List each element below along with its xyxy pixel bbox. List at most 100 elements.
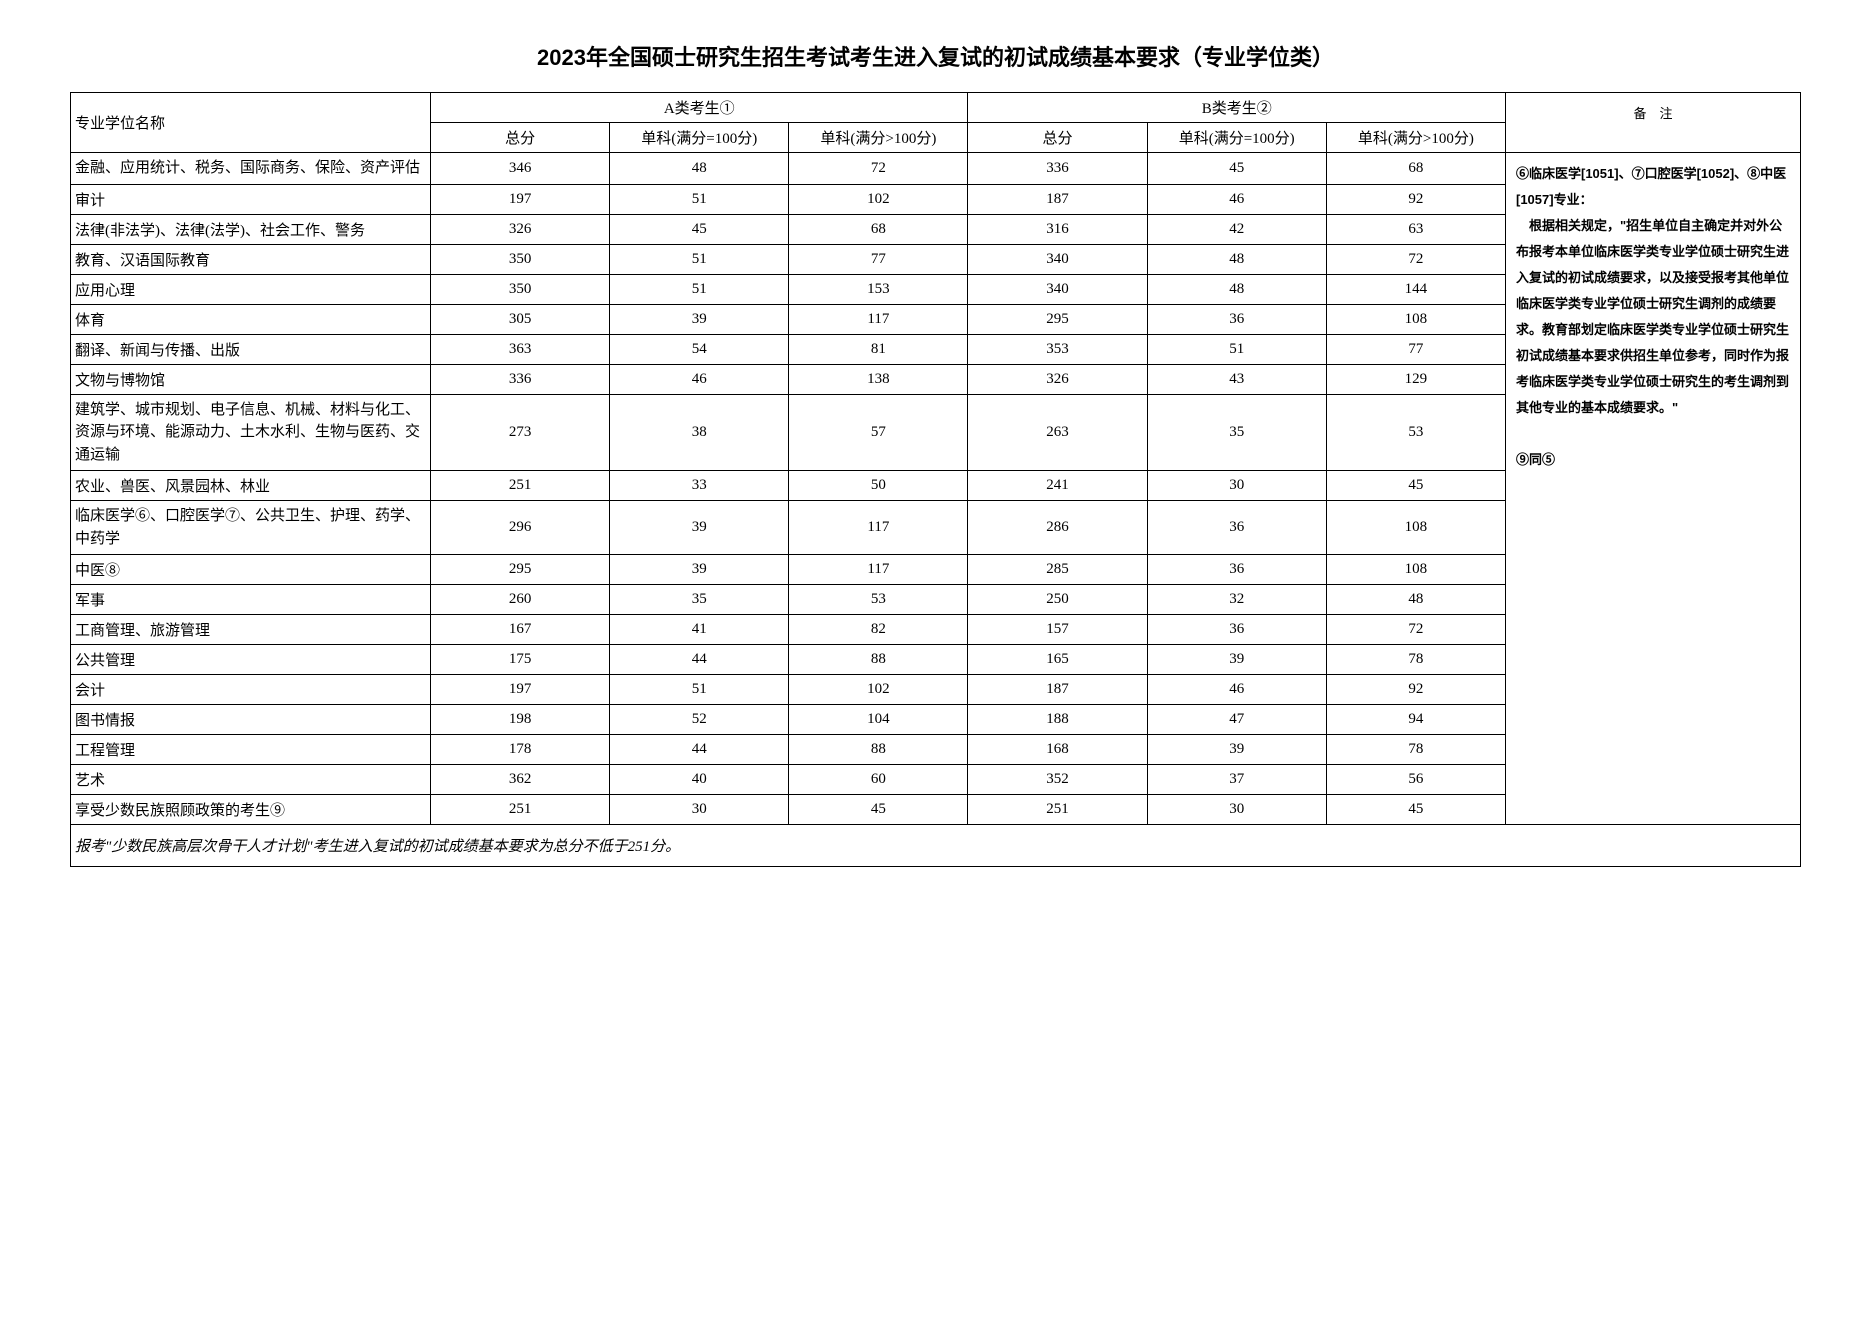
a-total-cell: 295 [431, 555, 610, 585]
a-s2-cell: 117 [789, 501, 968, 555]
a-s2-cell: 117 [789, 555, 968, 585]
b-s2-cell: 92 [1326, 675, 1505, 705]
b-s1-cell: 51 [1147, 334, 1326, 364]
table-row: 金融、应用统计、税务、国际商务、保险、资产评估 346 48 72 336 45… [71, 153, 1801, 185]
header-b-s1: 单科(满分=100分) [1147, 123, 1326, 153]
a-s2-cell: 88 [789, 645, 968, 675]
header-b-total: 总分 [968, 123, 1147, 153]
major-name-cell: 公共管理 [71, 645, 431, 675]
header-category-b: B类考生② [968, 93, 1506, 123]
a-total-cell: 197 [431, 184, 610, 214]
a-total-cell: 273 [431, 394, 610, 471]
a-s2-cell: 104 [789, 705, 968, 735]
b-total-cell: 326 [968, 364, 1147, 394]
b-s2-cell: 72 [1326, 615, 1505, 645]
b-s2-cell: 108 [1326, 501, 1505, 555]
a-total-cell: 336 [431, 364, 610, 394]
a-total-cell: 362 [431, 765, 610, 795]
b-total-cell: 316 [968, 214, 1147, 244]
a-total-cell: 197 [431, 675, 610, 705]
a-s2-cell: 81 [789, 334, 968, 364]
score-table: 专业学位名称 A类考生① B类考生② 备 注 总分 单科(满分=100分) 单科… [70, 92, 1801, 867]
b-total-cell: 188 [968, 705, 1147, 735]
b-s2-cell: 129 [1326, 364, 1505, 394]
remark-cell: ⑥临床医学[1051]、⑦口腔医学[1052]、⑧中医[1057]专业： 根据相… [1506, 153, 1801, 825]
b-total-cell: 340 [968, 244, 1147, 274]
b-s1-cell: 30 [1147, 795, 1326, 825]
major-name-cell: 应用心理 [71, 274, 431, 304]
b-s2-cell: 94 [1326, 705, 1505, 735]
b-s1-cell: 47 [1147, 705, 1326, 735]
header-b-s2: 单科(满分>100分) [1326, 123, 1505, 153]
a-s1-cell: 54 [610, 334, 789, 364]
major-name-cell: 建筑学、城市规划、电子信息、机械、材料与化工、资源与环境、能源动力、土木水利、生… [71, 394, 431, 471]
b-s1-cell: 30 [1147, 471, 1326, 501]
b-s1-cell: 43 [1147, 364, 1326, 394]
b-s2-cell: 56 [1326, 765, 1505, 795]
b-s1-cell: 48 [1147, 274, 1326, 304]
a-s2-cell: 53 [789, 585, 968, 615]
a-total-cell: 178 [431, 735, 610, 765]
a-s1-cell: 51 [610, 675, 789, 705]
b-s2-cell: 144 [1326, 274, 1505, 304]
b-s2-cell: 63 [1326, 214, 1505, 244]
a-s2-cell: 117 [789, 304, 968, 334]
major-name-cell: 教育、汉语国际教育 [71, 244, 431, 274]
a-total-cell: 251 [431, 471, 610, 501]
major-name-cell: 工商管理、旅游管理 [71, 615, 431, 645]
major-name-cell: 文物与博物馆 [71, 364, 431, 394]
b-total-cell: 241 [968, 471, 1147, 501]
a-s2-cell: 72 [789, 153, 968, 185]
b-s2-cell: 78 [1326, 645, 1505, 675]
a-s2-cell: 102 [789, 675, 968, 705]
b-total-cell: 250 [968, 585, 1147, 615]
a-total-cell: 167 [431, 615, 610, 645]
b-s2-cell: 77 [1326, 334, 1505, 364]
a-total-cell: 198 [431, 705, 610, 735]
major-name-cell: 临床医学⑥、口腔医学⑦、公共卫生、护理、药学、中药学 [71, 501, 431, 555]
b-s2-cell: 48 [1326, 585, 1505, 615]
b-total-cell: 187 [968, 184, 1147, 214]
a-s2-cell: 138 [789, 364, 968, 394]
major-name-cell: 审计 [71, 184, 431, 214]
a-s1-cell: 44 [610, 645, 789, 675]
major-name-cell: 图书情报 [71, 705, 431, 735]
b-s1-cell: 42 [1147, 214, 1326, 244]
a-s1-cell: 30 [610, 795, 789, 825]
major-name-cell: 法律(非法学)、法律(法学)、社会工作、警务 [71, 214, 431, 244]
header-a-s2: 单科(满分>100分) [789, 123, 968, 153]
b-s1-cell: 36 [1147, 304, 1326, 334]
header-a-s1: 单科(满分=100分) [610, 123, 789, 153]
a-total-cell: 346 [431, 153, 610, 185]
b-total-cell: 168 [968, 735, 1147, 765]
a-total-cell: 363 [431, 334, 610, 364]
b-total-cell: 251 [968, 795, 1147, 825]
major-name-cell: 会计 [71, 675, 431, 705]
b-s2-cell: 45 [1326, 795, 1505, 825]
b-s1-cell: 48 [1147, 244, 1326, 274]
page-title: 2023年全国硕士研究生招生考试考生进入复试的初试成绩基本要求（专业学位类） [70, 40, 1801, 72]
a-s1-cell: 41 [610, 615, 789, 645]
b-total-cell: 353 [968, 334, 1147, 364]
a-total-cell: 175 [431, 645, 610, 675]
a-s1-cell: 48 [610, 153, 789, 185]
b-total-cell: 187 [968, 675, 1147, 705]
b-total-cell: 340 [968, 274, 1147, 304]
a-s2-cell: 57 [789, 394, 968, 471]
a-s1-cell: 39 [610, 555, 789, 585]
b-total-cell: 165 [968, 645, 1147, 675]
a-total-cell: 326 [431, 214, 610, 244]
b-s1-cell: 39 [1147, 735, 1326, 765]
a-total-cell: 260 [431, 585, 610, 615]
header-a-total: 总分 [431, 123, 610, 153]
b-total-cell: 263 [968, 394, 1147, 471]
a-s2-cell: 45 [789, 795, 968, 825]
b-s1-cell: 36 [1147, 615, 1326, 645]
a-s2-cell: 153 [789, 274, 968, 304]
b-s2-cell: 92 [1326, 184, 1505, 214]
a-s2-cell: 68 [789, 214, 968, 244]
b-s2-cell: 108 [1326, 304, 1505, 334]
a-s1-cell: 33 [610, 471, 789, 501]
b-s1-cell: 46 [1147, 675, 1326, 705]
header-major-name: 专业学位名称 [71, 93, 431, 153]
